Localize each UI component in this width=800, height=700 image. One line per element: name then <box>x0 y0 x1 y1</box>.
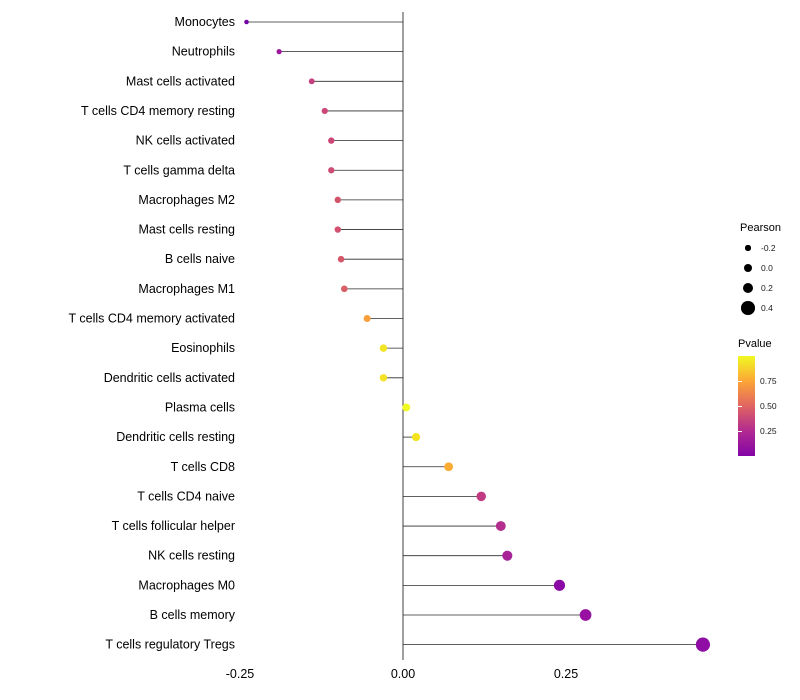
category-label: B cells memory <box>150 608 236 622</box>
pearson-legend-title: Pearson <box>740 222 781 234</box>
lollipop-point <box>476 491 486 502</box>
category-label: T cells CD4 naive <box>137 489 235 503</box>
lollipop-point <box>495 521 506 532</box>
lollipop-point <box>553 579 566 591</box>
pearson-legend-label: -0.2 <box>761 243 776 253</box>
pearson-legend-label: 0.0 <box>761 263 773 273</box>
pearson-legend-label: 0.4 <box>761 303 773 313</box>
pearson-legend-item: -0.2 <box>740 240 781 256</box>
category-label: Dendritic cells activated <box>104 371 235 385</box>
pearson-legend-dot <box>742 282 754 294</box>
category-label: Monocytes <box>175 15 235 29</box>
lollipop-point <box>695 637 711 652</box>
pearson-legend-items: -0.2 0.0 0.2 0.4 <box>740 240 781 316</box>
lollipop-point <box>308 78 315 85</box>
category-label: Dendritic cells resting <box>116 430 235 444</box>
pvalue-legend-label: 0.50 <box>760 401 777 411</box>
x-tick-label: -0.25 <box>226 667 255 681</box>
pearson-legend-item: 0.0 <box>740 260 781 276</box>
x-tick-label: 0.00 <box>391 667 415 681</box>
pearson-legend-dot <box>744 264 752 272</box>
pearson-legend-dot <box>741 301 755 315</box>
lollipop-point <box>334 226 342 233</box>
category-label: T cells gamma delta <box>123 163 235 177</box>
pearson-legend-label: 0.2 <box>761 283 773 293</box>
lollipop-point <box>334 196 342 204</box>
lollipop-point <box>341 285 348 293</box>
lollipop-point <box>579 609 592 621</box>
category-label: Mast cells activated <box>126 74 235 88</box>
category-label: NK cells activated <box>136 134 235 148</box>
pvalue-legend-label: 0.75 <box>760 376 777 386</box>
pearson-size-legend: Pearson -0.2 0.0 0.2 0.4 <box>740 222 781 316</box>
category-label: Macrophages M1 <box>138 282 235 296</box>
category-label: B cells naive <box>165 252 235 266</box>
category-label: Plasma cells <box>165 400 235 414</box>
pearson-legend-item: 0.2 <box>740 280 781 296</box>
pvalue-color-legend: Pvalue 0.75 0.50 0.25 <box>738 338 777 456</box>
lollipop-point <box>363 314 371 323</box>
pvalue-legend-tick <box>738 431 742 432</box>
pvalue-legend-tick <box>738 406 742 407</box>
category-label: Eosinophils <box>171 341 235 355</box>
lollipop-point <box>337 255 345 263</box>
pvalue-legend-tick <box>738 381 742 382</box>
category-label: T cells follicular helper <box>112 519 235 533</box>
lollipop-point <box>276 49 282 55</box>
lollipop-point <box>379 374 388 382</box>
lollipop-point <box>321 107 328 115</box>
category-label: Macrophages M2 <box>138 193 235 207</box>
category-label: NK cells resting <box>148 549 235 563</box>
pvalue-legend-label: 0.25 <box>760 426 777 436</box>
lollipop-point <box>402 403 411 412</box>
category-label: T cells CD4 memory activated <box>69 312 236 326</box>
category-label: T cells CD8 <box>171 460 235 474</box>
lollipop-point <box>502 550 513 561</box>
pvalue-legend-title: Pvalue <box>738 338 772 350</box>
lollipop-point <box>244 19 249 25</box>
lollipop-point <box>379 344 388 352</box>
lollipop-point <box>411 433 421 442</box>
pvalue-gradient-wrap: 0.75 0.50 0.25 <box>738 356 777 456</box>
lollipop-point <box>328 167 335 174</box>
pearson-legend-dot <box>745 245 751 251</box>
pvalue-gradient-bar <box>738 356 755 456</box>
lollipop-point <box>328 137 335 144</box>
x-tick-label: 0.25 <box>554 667 578 681</box>
lollipop-point <box>444 462 454 472</box>
category-label: Neutrophils <box>172 45 235 59</box>
category-label: T cells regulatory Tregs <box>105 638 235 652</box>
category-label: Macrophages M0 <box>138 578 235 592</box>
category-label: Mast cells resting <box>138 223 235 237</box>
category-label: T cells CD4 memory resting <box>81 104 235 118</box>
pearson-legend-item: 0.4 <box>740 300 781 316</box>
